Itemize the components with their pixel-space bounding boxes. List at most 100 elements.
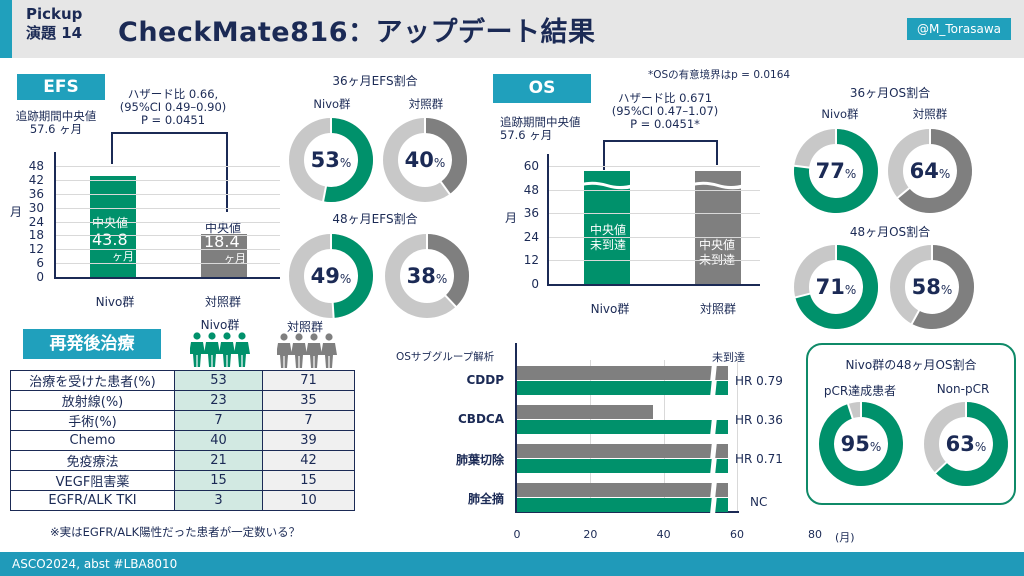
os-gridline	[547, 189, 760, 191]
pcr-os-box	[806, 343, 1016, 505]
donut-separator	[896, 186, 911, 200]
os36-nivo-donut-value: 77%	[796, 157, 876, 188]
efs-nivo-bar-label: 中央値 43.8 ヶ月	[92, 216, 142, 264]
row-label: 治療を受けた患者(%)	[10, 370, 175, 391]
donut-value-number: 49	[310, 264, 340, 288]
os-control-median-value: 未到達	[699, 253, 736, 267]
subgroup-xtick-label: 60	[730, 528, 744, 541]
pickup-line2: 演題 14	[26, 24, 83, 42]
os36-control-donut-value: 64%	[890, 157, 970, 188]
os-hazard-ratio: ハザード比 0.671 (95%CI 0.47–1.07) P = 0.0451…	[600, 92, 730, 131]
nivo-group-people-icon	[190, 332, 250, 367]
os36-title: 36ヶ月OS割合	[849, 86, 931, 100]
subgroup-x-axis	[515, 511, 739, 513]
donut-value-segment	[426, 234, 469, 307]
author-handle[interactable]: @M_Torasawa	[907, 18, 1011, 40]
efs-control-median-unit: ヶ月	[224, 252, 246, 265]
row-label: 免疫療法	[10, 450, 175, 471]
os-hr-line2: (95%CI 0.47–1.07)	[611, 104, 719, 118]
donut-value-segment	[911, 245, 974, 329]
donut-value-segment	[323, 118, 373, 202]
efs-ytick-label: 6	[36, 256, 44, 271]
efs-ytick-label: 36	[28, 186, 44, 201]
subgroup-nivo-bar	[517, 498, 729, 512]
donut-value-unit: %	[844, 167, 857, 181]
efs48-control-donut-value: 38%	[387, 262, 467, 293]
os-nivo-median-value: 未到達	[590, 238, 627, 252]
table-row: Chemo 40 39	[10, 430, 355, 451]
os-ytick-label: 12	[523, 253, 539, 268]
table-row: 免疫療法 21 42	[10, 450, 355, 471]
efs-gridline	[54, 235, 280, 237]
donut-value-segment	[935, 402, 1008, 486]
efs36-nivo-label: Nivo群	[313, 97, 351, 111]
donut-value-segment	[897, 129, 972, 213]
row-label: VEGF阻害薬	[10, 470, 175, 491]
donut-value-number: 53	[310, 148, 340, 172]
os-control-median-label: 中央値	[699, 238, 736, 252]
donut-value-number: 63	[945, 432, 975, 456]
header-bar: Pickup 演題 14 CheckMate816：アップデート結果 @M_To…	[0, 0, 1024, 58]
subgroup-xtick-label: 80	[808, 528, 822, 541]
relapse-note: ※実はEGFR/ALK陽性だった患者が一定数いる？	[50, 525, 301, 539]
row-nivo-value: 40	[174, 430, 263, 451]
row-control-value: 7	[262, 410, 355, 431]
donut-value-segment	[330, 234, 373, 318]
os-followup-line2: 57.6 ヶ月	[500, 128, 553, 142]
donut-value-unit: %	[938, 167, 951, 181]
os-followup-line1: 追跡期間中央値	[500, 115, 581, 129]
os-ytick-label: 48	[523, 182, 539, 197]
os-hr-line1: ハザード比 0.671	[617, 91, 713, 105]
os-significance-note: *OSの有意境界はp = 0.0164	[648, 69, 791, 81]
efs48-title: 48ヶ月EFS割合	[332, 212, 418, 226]
donut-value-number: 71	[815, 275, 845, 299]
subgroup-control-bar	[517, 366, 729, 380]
row-nivo-value: 15	[174, 470, 263, 491]
donut-value-unit: %	[869, 440, 882, 454]
efs36-nivo-donut-value: 53%	[291, 146, 371, 177]
subgroup-category-label: CBDCA	[457, 412, 504, 426]
efs36-control-donut-value: 40%	[385, 146, 465, 177]
os-nivo-median-label: 中央値	[590, 223, 627, 237]
axis-break-mark	[692, 181, 744, 190]
subgroup-xtick-label: 40	[656, 528, 671, 541]
footer-citation: ASCO2024, abst #LBA8010	[0, 552, 1024, 576]
subgroup-gridline	[590, 360, 592, 511]
table-row: 手術(%) 7 7	[10, 410, 355, 431]
donut-value-number: 38	[406, 264, 436, 288]
person-head	[238, 332, 246, 340]
row-label: EGFR/ALK TKI	[10, 490, 175, 511]
control-group-people-icon	[277, 333, 337, 368]
efs-control-median-label: 中央値	[205, 221, 242, 235]
pcr-donut-value: 95%	[821, 430, 901, 461]
row-control-value: 35	[262, 390, 355, 411]
efs-tag: EFS	[17, 74, 105, 100]
relapse-col-nivo: Nivo群	[200, 318, 240, 332]
table-row: 放射線(%) 23 35	[10, 390, 355, 411]
donut-value-number: 64	[909, 159, 939, 183]
efs-bracket-left	[111, 132, 113, 164]
donut-value-unit: %	[974, 440, 987, 454]
row-label: 手術(%)	[10, 410, 175, 431]
os-bracket-right	[716, 140, 718, 165]
efs-gridline	[54, 193, 280, 195]
efs-y-axis	[54, 152, 56, 279]
donut-value-number: 58	[911, 275, 941, 299]
subgroup-gridline	[737, 360, 738, 511]
efs-control-bar	[201, 234, 247, 277]
efs-bracket-right	[226, 132, 228, 212]
efs-nivo-median-unit: ヶ月	[112, 250, 134, 263]
subgroup-xtick-label: 20	[583, 528, 598, 541]
relapse-tag: 再発後治療	[23, 329, 161, 359]
person-head	[280, 333, 288, 341]
os-ytick-label: 0	[531, 277, 539, 291]
efs-ytick-label: 0	[36, 270, 44, 284]
axis-break-mark	[581, 181, 633, 190]
efs-gridline	[54, 249, 280, 251]
pickup-label: Pickup 演題 14	[26, 5, 82, 43]
efs-gridline	[54, 263, 280, 265]
os48-nivo-donut	[794, 244, 878, 329]
donut-value-segment	[424, 118, 467, 194]
efs-followup: 追跡期間中央値 57.6 ヶ月	[4, 110, 108, 136]
os-gridline	[547, 213, 760, 215]
